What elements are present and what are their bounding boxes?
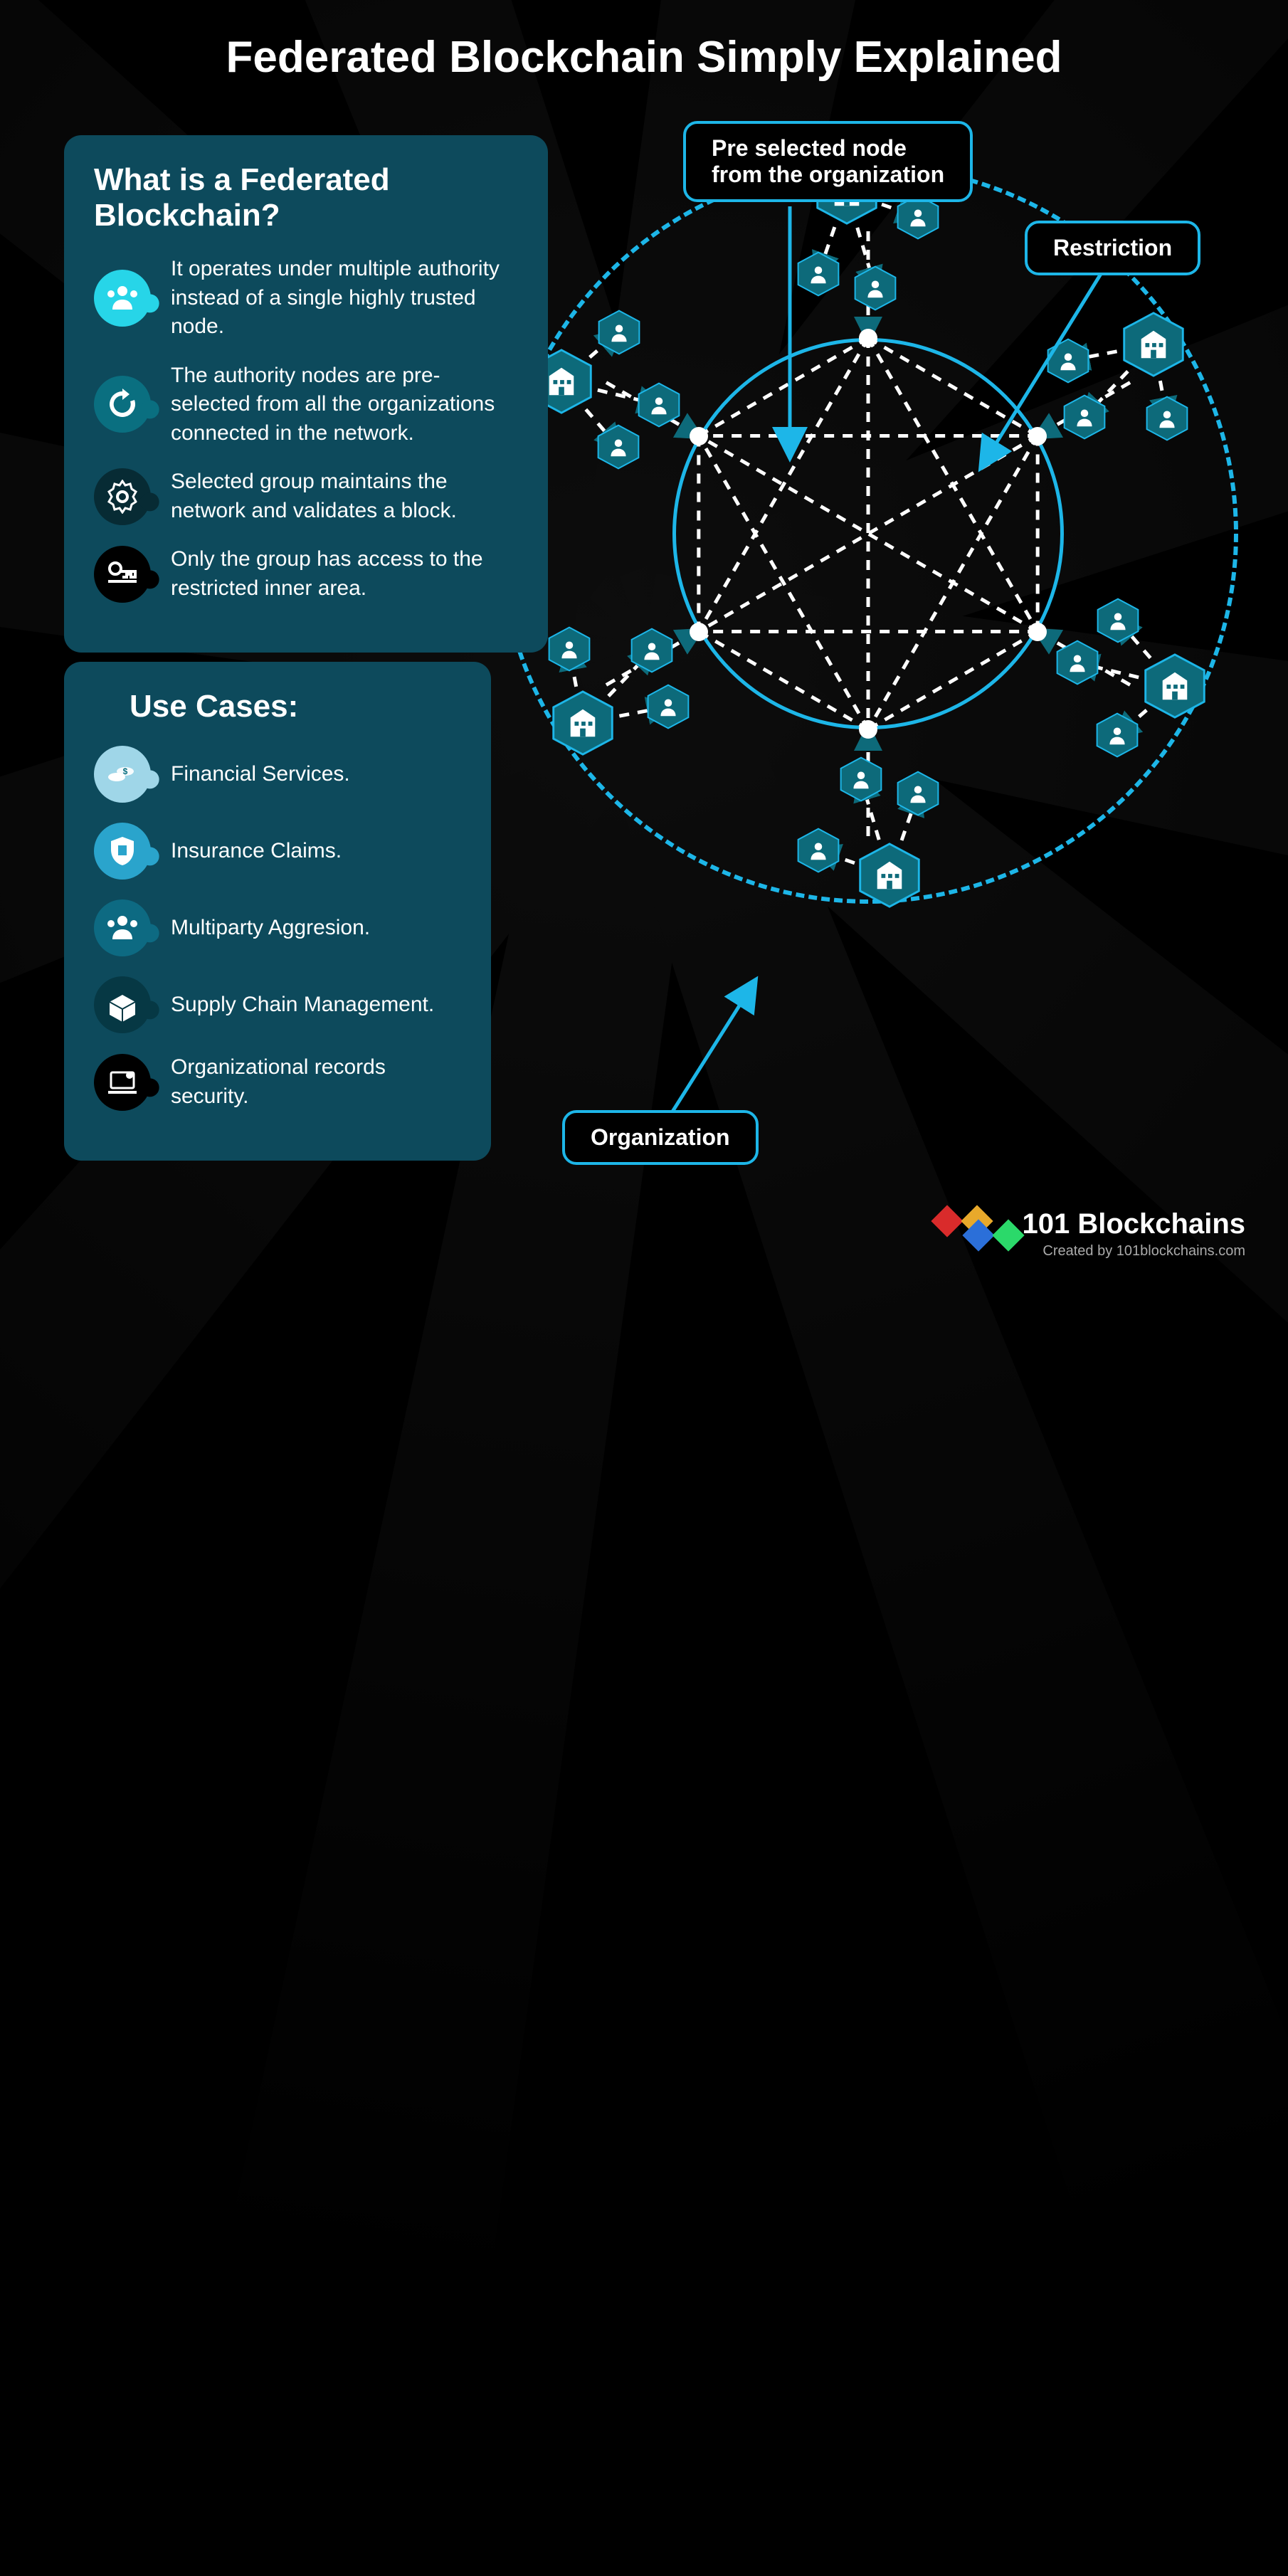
what-heading: What is a Federated Blockchain?	[94, 162, 518, 233]
usecase-item-text: Insurance Claims.	[171, 837, 342, 866]
what-item: Only the group has access to the restric…	[94, 545, 518, 603]
usecase-item-text: Supply Chain Management.	[171, 991, 434, 1020]
org-person-icon	[795, 827, 842, 874]
label-restriction: Restriction	[1025, 221, 1200, 275]
org-person-icon	[628, 627, 675, 674]
people-icon	[94, 899, 151, 956]
network-node	[859, 720, 877, 739]
panel-use-cases: Use Cases: Financial Services. Insurance…	[64, 662, 491, 1161]
org-person-icon	[1061, 394, 1108, 440]
panel-what-is: What is a Federated Blockchain? It opera…	[64, 135, 548, 653]
refresh-icon	[94, 376, 151, 433]
org-building-icon	[549, 689, 617, 757]
org-building-icon	[855, 841, 924, 909]
org-person-icon	[852, 265, 899, 312]
org-building-icon	[1141, 652, 1209, 720]
org-person-icon	[1144, 395, 1191, 442]
usecase-item: Supply Chain Management.	[94, 976, 461, 1033]
org-person-icon	[1045, 337, 1092, 384]
what-item-text: Only the group has access to the restric…	[171, 545, 518, 603]
network-node	[690, 427, 708, 445]
usecase-item-text: Multiparty Aggresion.	[171, 914, 370, 943]
what-item-text: It operates under multiple authority ins…	[171, 255, 518, 342]
coins-icon	[94, 746, 151, 803]
org-person-icon	[595, 423, 642, 470]
org-person-icon	[645, 683, 692, 730]
gear-icon	[94, 468, 151, 525]
usecase-item: Financial Services.	[94, 746, 461, 803]
org-person-icon	[795, 250, 842, 297]
footer-brand: 101 Blockchains	[1023, 1208, 1246, 1240]
footer: 101 Blockchains Created by 101blockchain…	[946, 1208, 1245, 1260]
org-person-icon	[635, 381, 682, 428]
box-icon	[94, 976, 151, 1033]
network-node	[1028, 623, 1047, 641]
footer-logo	[946, 1217, 1009, 1243]
usecase-item: Organizational records security.	[94, 1053, 461, 1111]
org-person-icon	[894, 770, 941, 817]
label-organization: Organization	[562, 1110, 759, 1165]
what-item: The authority nodes are pre-selected fro…	[94, 361, 518, 448]
network-node	[859, 329, 877, 347]
org-person-icon	[838, 756, 885, 803]
network-node	[690, 623, 708, 641]
org-building-icon	[1119, 310, 1188, 379]
usecases-heading: Use Cases:	[130, 689, 461, 724]
laptop-icon	[94, 1054, 151, 1111]
usecase-item: Insurance Claims.	[94, 823, 461, 880]
org-person-icon	[1054, 639, 1101, 686]
shield-icon	[94, 823, 151, 880]
what-item-text: The authority nodes are pre-selected fro…	[171, 361, 518, 448]
org-person-icon	[596, 309, 643, 356]
org-person-icon	[1094, 597, 1141, 644]
network-node	[1028, 427, 1047, 445]
what-item: Selected group maintains the network and…	[94, 468, 518, 525]
people-icon	[94, 270, 151, 327]
usecase-item: Multiparty Aggresion.	[94, 899, 461, 956]
label-preselected: Pre selected node from the organization	[683, 121, 973, 202]
usecase-item-text: Organizational records security.	[171, 1053, 461, 1111]
org-person-icon	[546, 625, 593, 672]
org-person-icon	[1094, 712, 1141, 759]
what-item: It operates under multiple authority ins…	[94, 255, 518, 342]
page-title: Federated Blockchain Simply Explained	[0, 32, 1288, 83]
what-item-text: Selected group maintains the network and…	[171, 468, 518, 525]
footer-sub: Created by 101blockchains.com	[946, 1243, 1245, 1260]
usecase-item-text: Financial Services.	[171, 760, 350, 789]
key-icon	[94, 546, 151, 603]
